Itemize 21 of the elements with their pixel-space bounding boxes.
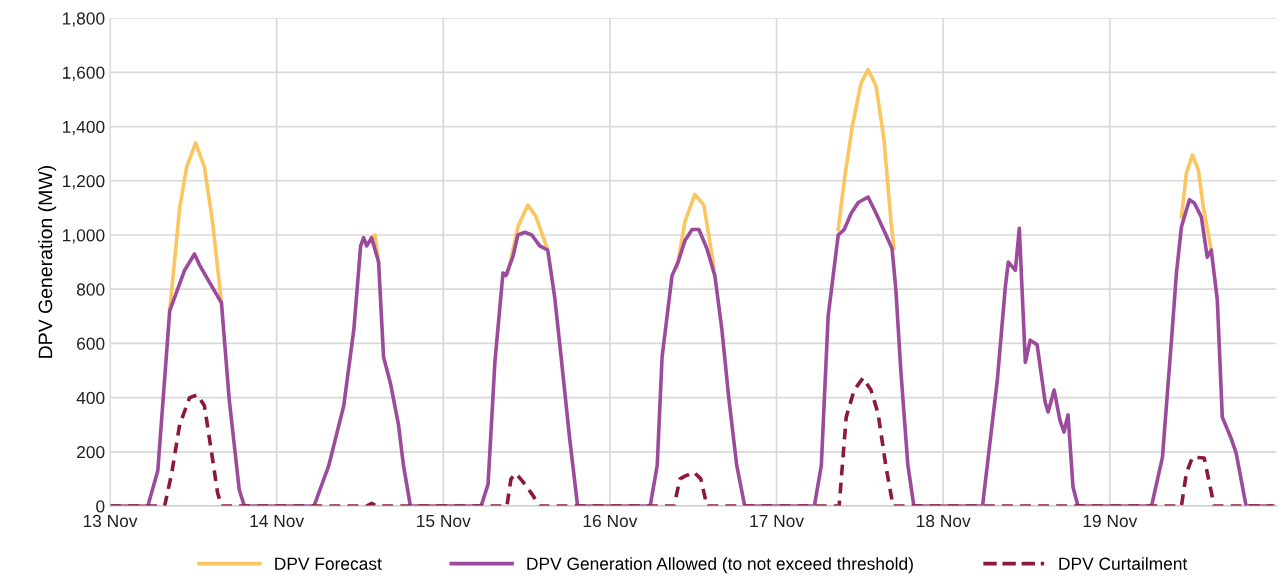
- legend-label: DPV Forecast: [275, 557, 382, 570]
- x-tick-label: 17 Nov: [750, 514, 804, 528]
- x-tick-label: 13 Nov: [83, 514, 138, 528]
- y-tick-label: 1,200: [63, 174, 105, 190]
- y-tick-label: 1,400: [63, 120, 105, 136]
- legend-label: DPV Generation Allowed (to not exceed threshold): [527, 557, 913, 574]
- y-tick-label: 1,000: [63, 229, 105, 244]
- y-tick-label: 200: [77, 445, 105, 459]
- y-tick-label: 400: [76, 391, 105, 405]
- x-tick-label: 14 Nov: [250, 514, 305, 528]
- y-tick-label: 1,600: [63, 66, 105, 81]
- legend-label: DPV Curtailment: [1059, 557, 1188, 570]
- y-tick-label: 0: [96, 500, 105, 513]
- x-tick-label: 18 Nov: [916, 514, 971, 528]
- y-tick-label: 600: [77, 337, 105, 350]
- x-tick-label: 19 Nov: [1083, 514, 1138, 528]
- y-tick-label: 800: [76, 283, 105, 296]
- x-tick-label: 16 Nov: [583, 514, 638, 528]
- x-tick-label: 15 Nov: [417, 514, 471, 528]
- y-tick-label: 1,800: [63, 12, 105, 27]
- y-axis-title: DPV Generation (MW): [38, 166, 57, 358]
